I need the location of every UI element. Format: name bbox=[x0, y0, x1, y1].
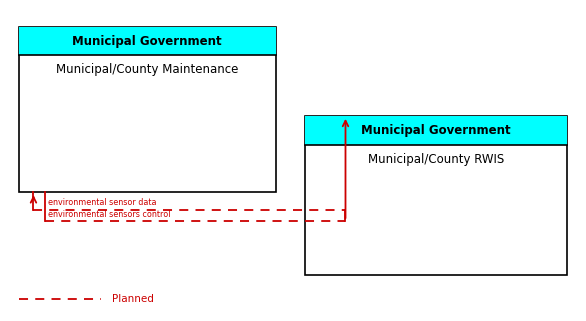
Text: Planned: Planned bbox=[112, 294, 154, 304]
Bar bbox=[305, 116, 567, 275]
Text: environmental sensors control: environmental sensors control bbox=[48, 210, 171, 219]
Text: Municipal Government: Municipal Government bbox=[361, 124, 511, 137]
Bar bbox=[19, 27, 275, 56]
Text: Municipal Government: Municipal Government bbox=[73, 35, 222, 48]
Text: environmental sensor data: environmental sensor data bbox=[48, 198, 156, 207]
Text: Municipal/County Maintenance: Municipal/County Maintenance bbox=[56, 64, 239, 76]
Bar bbox=[19, 27, 275, 192]
Text: Municipal/County RWIS: Municipal/County RWIS bbox=[368, 152, 504, 166]
Bar bbox=[305, 116, 567, 144]
